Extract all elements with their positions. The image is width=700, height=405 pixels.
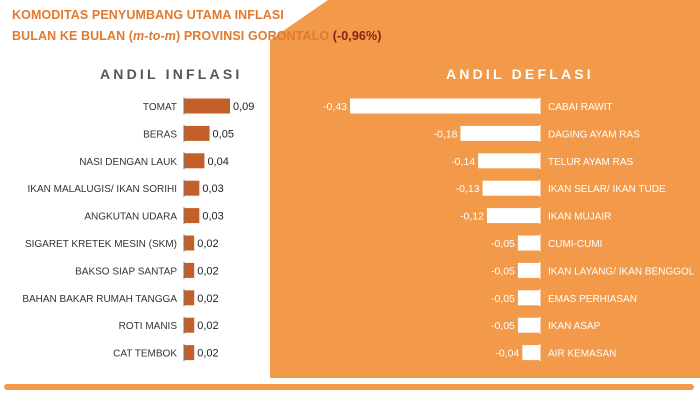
deflation-panel-title: ANDIL DEFLASI bbox=[446, 66, 594, 82]
inflation-bar bbox=[184, 180, 200, 196]
inflation-category-label: SIGARET KRETEK MESIN (SKM) bbox=[25, 239, 177, 250]
deflation-bar bbox=[460, 125, 540, 141]
inflation-value-label: 0,02 bbox=[197, 293, 218, 305]
inflation-bar bbox=[184, 345, 195, 361]
inflation-category-label: ANGKUTAN UDARA bbox=[84, 212, 177, 223]
inflation-value-label: 0,04 bbox=[207, 156, 228, 168]
deflation-category-label: IKAN SELAR/ IKAN TUDE bbox=[548, 184, 666, 195]
inflation-category-label: IKAN MALALUGIS/ IKAN SORIHI bbox=[28, 184, 177, 195]
inflation-value-label: 0,03 bbox=[202, 211, 223, 223]
inflation-value-label: 0,05 bbox=[213, 128, 234, 140]
inflation-bar bbox=[184, 208, 200, 224]
inflation-category-label: NASI DENGAN LAUK bbox=[79, 157, 177, 168]
deflation-category-label: AIR KEMASAN bbox=[548, 349, 616, 360]
inflation-category-label: TOMAT bbox=[143, 102, 177, 113]
deflation-value-label: -0,04 bbox=[495, 348, 519, 360]
deflation-category-label: CABAI RAWIT bbox=[548, 102, 613, 113]
deflation-bar bbox=[517, 235, 540, 251]
inflation-bar bbox=[184, 235, 195, 251]
deflation-value-label: -0,05 bbox=[491, 293, 515, 305]
title-italic: m-to-m bbox=[133, 29, 176, 43]
inflation-bar bbox=[184, 317, 195, 333]
deflation-value-label: -0,14 bbox=[451, 156, 475, 168]
chart-title-line-2: BULAN KE BULAN (m-to-m) PROVINSI GORONTA… bbox=[12, 29, 381, 43]
deflation-category-label: DAGING AYAM RAS bbox=[548, 129, 640, 140]
inflation-value-label: 0,02 bbox=[197, 265, 218, 277]
deflation-value-label: -0,13 bbox=[456, 183, 480, 195]
chart-title-line-1: KOMODITAS PENYUMBANG UTAMA INFLASI bbox=[12, 8, 284, 22]
title-prefix: BULAN KE BULAN ( bbox=[12, 29, 134, 43]
inflation-category-label: BAHAN BAKAR RUMAH TANGGA bbox=[22, 294, 177, 305]
deflation-bar bbox=[350, 98, 540, 114]
inflation-panel-title: ANDIL INFLASI bbox=[100, 66, 243, 82]
deflation-value-label: -0,05 bbox=[491, 320, 515, 332]
deflation-bar bbox=[517, 317, 540, 333]
total-change: (-0,96%) bbox=[332, 29, 382, 43]
deflation-bar bbox=[517, 290, 540, 306]
inflation-value-label: 0,02 bbox=[197, 348, 218, 360]
inflation-bar bbox=[184, 125, 210, 141]
inflation-value-label: 0,02 bbox=[197, 238, 218, 250]
deflation-bar bbox=[478, 153, 540, 169]
deflation-category-label: TELUR AYAM RAS bbox=[548, 157, 634, 168]
deflation-category-label: IKAN MUJAIR bbox=[548, 212, 611, 223]
inflation-bar bbox=[184, 98, 230, 114]
inflation-bar bbox=[184, 290, 195, 306]
inflation-category-label: BAKSO SIAP SANTAP bbox=[75, 266, 177, 277]
deflation-bar bbox=[522, 345, 540, 361]
inflation-value-label: 0,09 bbox=[233, 101, 254, 113]
deflation-bar bbox=[486, 208, 540, 224]
deflation-category-label: EMAS PERHIASAN bbox=[548, 294, 637, 305]
deflation-category-label: IKAN LAYANG/ IKAN BENGGOL bbox=[548, 266, 695, 277]
inflation-bar bbox=[184, 153, 205, 169]
deflation-bar bbox=[482, 180, 540, 196]
deflation-value-label: -0,12 bbox=[460, 211, 484, 223]
deflation-category-label: CUMI-CUMI bbox=[548, 239, 602, 250]
deflation-value-label: -0,43 bbox=[323, 101, 347, 113]
deflation-value-label: -0,05 bbox=[491, 265, 515, 277]
inflation-value-label: 0,02 bbox=[197, 320, 218, 332]
inflation-bar bbox=[184, 262, 195, 278]
inflation-category-label: BERAS bbox=[143, 129, 177, 140]
deflation-category-label: IKAN ASAP bbox=[548, 321, 601, 332]
deflation-value-label: -0,05 bbox=[491, 238, 515, 250]
inflation-category-label: CAT TEMBOK bbox=[113, 349, 177, 360]
title-mid: ) PROVINSI GORONTALO bbox=[176, 29, 333, 43]
bottom-stripe bbox=[4, 384, 694, 390]
deflation-value-label: -0,18 bbox=[434, 128, 458, 140]
inflation-value-label: 0,03 bbox=[202, 183, 223, 195]
deflation-bar bbox=[517, 262, 540, 278]
inflation-category-label: ROTI MANIS bbox=[119, 321, 178, 332]
